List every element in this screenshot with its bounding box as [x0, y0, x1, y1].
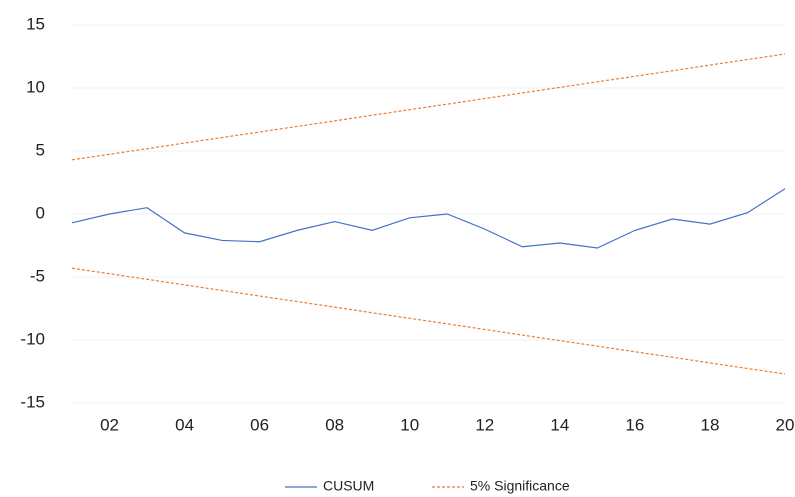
x-tick-label: 06: [250, 415, 269, 434]
y-tick-label: 10: [26, 77, 45, 96]
y-tick-label: -10: [20, 329, 45, 348]
y-tick-label: -5: [30, 266, 45, 285]
x-tick-label: 14: [550, 415, 569, 434]
y-tick-label: 15: [26, 14, 45, 33]
x-tick-label: 12: [475, 415, 494, 434]
series-line: [72, 54, 785, 160]
y-tick-label: 0: [36, 203, 45, 222]
y-tick-label: 5: [36, 140, 45, 159]
x-tick-label: 10: [400, 415, 419, 434]
x-tick-label: 08: [325, 415, 344, 434]
x-tick-label: 04: [175, 415, 194, 434]
y-tick-label: -15: [20, 392, 45, 411]
series-line: [72, 268, 785, 374]
legend-label: CUSUM: [323, 478, 374, 494]
x-tick-label: 16: [625, 415, 644, 434]
series-line: [72, 189, 785, 248]
x-tick-label: 02: [100, 415, 119, 434]
x-tick-label: 20: [776, 415, 795, 434]
legend-label: 5% Significance: [470, 478, 570, 494]
x-tick-label: 18: [700, 415, 719, 434]
chart: -15 -10 -5 0 5 10 15 02 04 06 08 10 12 14 16 18 20 CUSUM 5…: [0, 0, 795, 497]
